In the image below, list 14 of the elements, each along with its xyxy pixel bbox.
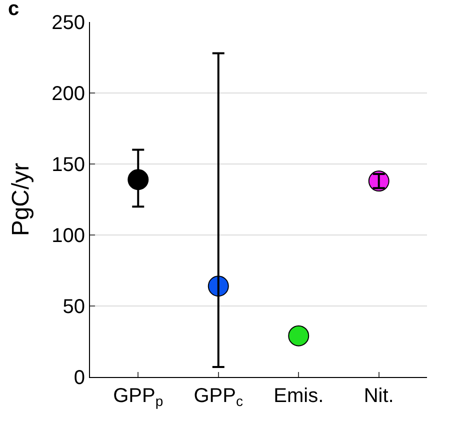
x-tick-label: Nit.	[364, 385, 394, 407]
y-tick-label: 250	[52, 12, 85, 34]
point	[368, 170, 390, 192]
y-tick-label: 0	[74, 367, 85, 389]
x-tick-label: GPP$_{p}$	[113, 385, 164, 410]
y-tick-label: 50	[62, 296, 85, 318]
y-tick-label: 150	[52, 154, 85, 176]
chart-title: c	[8, 0, 20, 20]
y-tick-label: 100	[52, 225, 85, 247]
x-tick-label: Emis.	[274, 385, 324, 407]
x-tick-label: GPP$_{c}$	[194, 385, 244, 410]
y-tick-label: 200	[52, 83, 85, 105]
y-axis-title: PgC/yr	[8, 162, 35, 236]
point	[288, 325, 310, 346]
